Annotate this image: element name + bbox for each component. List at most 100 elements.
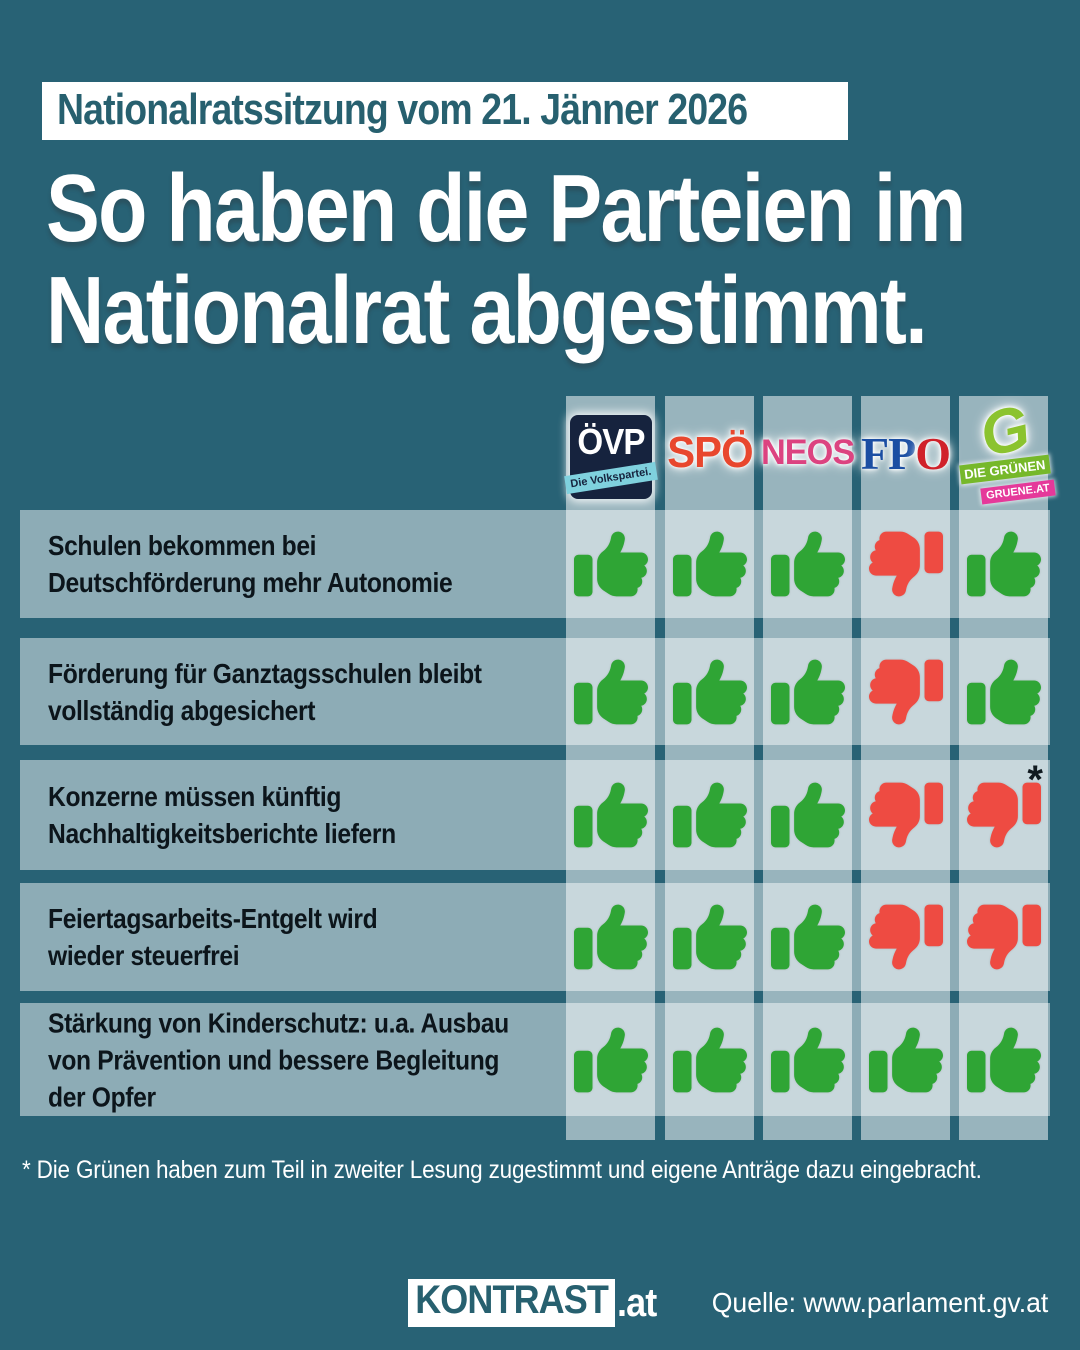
spo-logo-text: SPÖ	[666, 428, 753, 477]
vote-cell	[566, 1003, 655, 1116]
page-title-line-1: So haben die Parteien im	[46, 155, 966, 262]
vote-cell	[861, 510, 950, 618]
thumbs-up-icon	[672, 531, 747, 597]
kontrast-logo-box: KONTRAST	[408, 1279, 616, 1327]
party-logo-gruene: G DIE GRÜNEN GRUENE.AT	[959, 392, 1056, 510]
party-logo-neos: NEOS	[760, 396, 855, 510]
thumbs-up-icon	[966, 659, 1041, 724]
thumbs-down-icon	[868, 904, 943, 970]
thumbs-up-icon	[672, 659, 747, 724]
vote-cell	[566, 638, 655, 745]
neos-logo-text: NEOS	[760, 433, 855, 472]
vote-cell	[959, 1003, 1048, 1116]
page-title: So haben die Parteien im Nationalrat abg…	[46, 158, 1080, 362]
vote-cell: *	[959, 758, 1048, 870]
footnote-asterisk-marker: *	[1027, 758, 1043, 802]
thumbs-down-icon	[868, 782, 943, 848]
ovp-logo-card: ÖVP Die Volkspartei.	[563, 415, 658, 499]
row-topic-line: Stärkung von Kinderschutz: u.a. Ausbau	[48, 1007, 509, 1038]
thumbs-up-icon	[770, 904, 845, 970]
fpo-logo-text-red: O	[915, 427, 951, 479]
row-topic-line: Förderung für Ganztagsschulen bleibt	[48, 657, 482, 689]
row-topic-line: Schulen bekommen bei	[48, 530, 317, 561]
row-topic-line: Feiertagsarbeits-Entgelt wird	[48, 903, 378, 934]
vote-cell	[763, 1003, 852, 1116]
party-column-band-fpo	[861, 396, 950, 1140]
vote-cell	[861, 1003, 950, 1116]
thumbs-up-icon	[573, 531, 648, 597]
thumbs-up-icon	[770, 1027, 845, 1092]
header-badge: Nationalratssitzung vom 21. Jänner 2026	[42, 82, 848, 140]
row-topic-line: Konzerne müssen künftig	[48, 781, 342, 812]
vote-table: ÖVP Die Volkspartei. SPÖ NEOS FPO G DIE …	[0, 392, 1080, 1140]
page-title-line-2: Nationalrat abgestimmt.	[46, 257, 928, 364]
vote-cell	[566, 510, 655, 618]
vote-cell	[763, 760, 852, 870]
header-badge-text: Nationalratssitzung vom 21. Jänner 2026	[57, 85, 748, 134]
vote-cell	[665, 510, 754, 618]
thumbs-down-icon	[966, 904, 1041, 970]
vote-cell	[959, 883, 1048, 991]
thumbs-down-icon	[966, 782, 1041, 848]
thumbs-up-icon	[573, 904, 648, 970]
row-topic-line: der Opfer	[48, 1081, 156, 1112]
thumbs-up-icon	[672, 1027, 747, 1092]
row-topic-label: Stärkung von Kinderschutz: u.a. Ausbau vo…	[48, 1004, 509, 1115]
kontrast-logo-suffix: .at	[616, 1280, 657, 1325]
vote-cell	[665, 638, 754, 745]
vote-cell	[566, 883, 655, 991]
kontrast-logo: KONTRAST .at	[408, 1279, 657, 1327]
footnote-text: * Die Grünen haben zum Teil in zweiter L…	[22, 1156, 982, 1184]
vote-cell	[959, 638, 1048, 745]
gruene-logo-banner-bottom: GRUENE.AT	[980, 479, 1056, 505]
row-topic-line: Nachhaltigkeitsberichte liefern	[48, 818, 396, 849]
vote-cell	[861, 760, 950, 870]
ovp-logo-text: ÖVP	[576, 421, 645, 462]
row-topic-line: vollständig abgesichert	[48, 694, 316, 726]
row-topic-label: Konzerne müssen künftig Nachhaltigkeitsbe…	[48, 778, 396, 852]
thumbs-up-icon	[770, 782, 845, 848]
thumbs-down-icon	[868, 531, 943, 597]
vote-cell	[763, 510, 852, 618]
thumbs-up-icon	[770, 659, 845, 724]
vote-cell	[763, 883, 852, 991]
row-topic-line: von Prävention und bessere Begleitung	[48, 1044, 500, 1075]
row-topic-label: Schulen bekommen bei Deutschförderung meh…	[48, 527, 453, 601]
party-logo-spo: SPÖ	[665, 396, 754, 510]
party-column-band-ovp	[566, 396, 655, 1140]
gruene-logo-banner-top: DIE GRÜNEN	[959, 454, 1051, 485]
gruene-logo-block: G DIE GRÜNEN GRUENE.AT	[959, 392, 1056, 510]
vote-cell	[959, 510, 1048, 618]
vote-cell	[665, 1003, 754, 1116]
vote-cell	[861, 883, 950, 991]
row-topic-label: Förderung für Ganztagsschulen bleibt voll…	[48, 655, 482, 729]
fpo-logo-text: FPO	[861, 427, 951, 480]
thumbs-up-icon	[672, 782, 747, 848]
thumbs-up-icon	[672, 904, 747, 970]
row-topic-label: Feiertagsarbeits-Entgelt wird wieder steu…	[48, 900, 378, 974]
thumbs-up-icon	[770, 531, 845, 597]
row-topic-line: wieder steuerfrei	[48, 940, 240, 971]
fpo-logo-text-blue: FP	[861, 427, 916, 479]
ovp-logo-banner: Die Volkspartei.	[563, 461, 658, 495]
thumbs-up-icon	[868, 1027, 943, 1092]
thumbs-up-icon	[573, 782, 648, 848]
thumbs-up-icon	[966, 1027, 1041, 1092]
thumbs-up-icon	[573, 659, 648, 724]
vote-cell	[566, 760, 655, 870]
party-column-band-gruene	[959, 396, 1048, 1140]
vote-cell	[861, 638, 950, 745]
party-logo-ovp: ÖVP Die Volkspartei.	[563, 396, 658, 510]
thumbs-up-icon	[573, 1027, 648, 1092]
vote-cell	[763, 638, 852, 745]
party-logo-fpo: FPO	[861, 396, 951, 510]
row-topic-line: Deutschförderung mehr Autonomie	[48, 567, 453, 598]
vote-cell	[665, 883, 754, 991]
thumbs-down-icon	[868, 659, 943, 724]
source-text: Quelle: www.parlament.gv.at	[711, 1287, 1048, 1318]
party-column-band-spo	[665, 396, 754, 1140]
party-column-band-neos	[763, 396, 852, 1140]
vote-cell	[665, 760, 754, 870]
thumbs-up-icon	[966, 531, 1041, 597]
